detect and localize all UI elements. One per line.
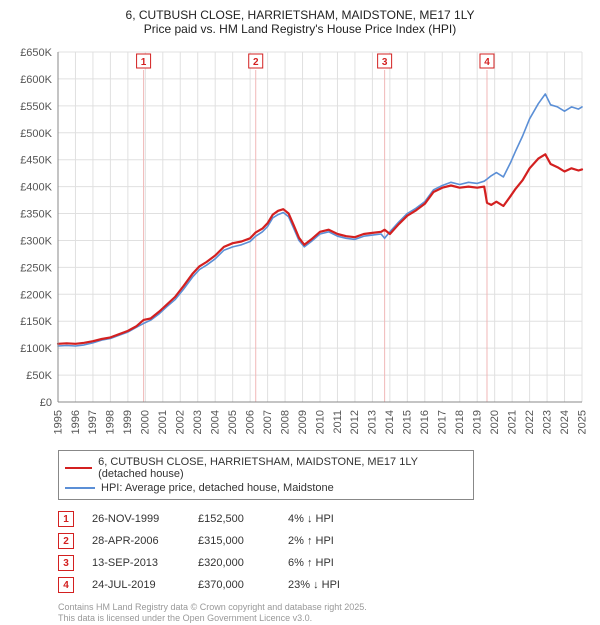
legend-label-hpi: HPI: Average price, detached house, Maid…	[101, 482, 334, 494]
sale-delta-2: 2% ↑ HPI	[288, 535, 378, 547]
legend-item-hpi: HPI: Average price, detached house, Maid…	[65, 481, 467, 495]
sale-marker-3: 3	[58, 555, 74, 571]
sale-date-3: 13-SEP-2013	[92, 557, 180, 569]
svg-text:1996: 1996	[70, 410, 82, 434]
sale-row-2: 2 28-APR-2006 £315,000 2% ↑ HPI	[58, 530, 590, 552]
footer-note: Contains HM Land Registry data © Crown c…	[58, 602, 590, 625]
svg-text:2016: 2016	[419, 410, 431, 434]
svg-text:2020: 2020	[489, 410, 501, 434]
svg-text:£400K: £400K	[20, 182, 52, 194]
svg-text:2015: 2015	[402, 410, 414, 434]
chart-title-address: 6, CUTBUSH CLOSE, HARRIETSHAM, MAIDSTONE…	[10, 8, 590, 22]
svg-text:£300K: £300K	[20, 235, 52, 247]
sale-row-3: 3 13-SEP-2013 £320,000 6% ↑ HPI	[58, 552, 590, 574]
sale-row-4: 4 24-JUL-2019 £370,000 23% ↓ HPI	[58, 574, 590, 596]
svg-text:£0: £0	[40, 397, 52, 409]
svg-text:£350K: £350K	[20, 209, 52, 221]
sale-marker-4: 4	[58, 577, 74, 593]
svg-text:2014: 2014	[384, 410, 396, 434]
svg-text:£600K: £600K	[20, 74, 52, 86]
sale-row-1: 1 26-NOV-1999 £152,500 4% ↓ HPI	[58, 508, 590, 530]
svg-text:2007: 2007	[262, 410, 274, 434]
svg-text:2013: 2013	[367, 410, 379, 434]
svg-text:3: 3	[382, 57, 388, 68]
svg-text:£150K: £150K	[20, 316, 52, 328]
svg-text:2025: 2025	[576, 410, 588, 434]
chart-plot-area: £0 £50K £100K £150K £200K £250K £300K £350K £400…	[10, 42, 590, 442]
footer-line1: Contains HM Land Registry data © Crown c…	[58, 602, 590, 613]
sale-delta-3: 6% ↑ HPI	[288, 557, 378, 569]
svg-text:£100K: £100K	[20, 343, 52, 355]
svg-text:2008: 2008	[279, 410, 291, 434]
sale-price-4: £370,000	[198, 579, 270, 591]
svg-text:2011: 2011	[332, 410, 344, 434]
svg-text:2005: 2005	[227, 410, 239, 434]
legend-item-property: 6, CUTBUSH CLOSE, HARRIETSHAM, MAIDSTONE…	[65, 455, 467, 481]
svg-text:2019: 2019	[472, 410, 484, 434]
svg-text:2012: 2012	[349, 410, 361, 434]
svg-text:2004: 2004	[209, 410, 221, 434]
legend-swatch-property	[65, 467, 92, 469]
svg-text:2018: 2018	[454, 410, 466, 434]
svg-text:2000: 2000	[140, 410, 152, 434]
svg-text:2010: 2010	[314, 410, 326, 434]
svg-text:1995: 1995	[52, 410, 64, 434]
sale-delta-4: 23% ↓ HPI	[288, 579, 378, 591]
svg-text:2002: 2002	[175, 410, 187, 434]
svg-text:2003: 2003	[192, 410, 204, 434]
svg-text:2006: 2006	[244, 410, 256, 434]
sale-price-2: £315,000	[198, 535, 270, 547]
svg-text:1998: 1998	[105, 410, 117, 434]
svg-text:2024: 2024	[559, 410, 571, 434]
chart-svg: £0 £50K £100K £150K £200K £250K £300K £350K £400…	[10, 42, 590, 442]
sale-marker-2: 2	[58, 533, 74, 549]
svg-text:2: 2	[253, 57, 259, 68]
sale-date-1: 26-NOV-1999	[92, 513, 180, 525]
svg-text:2001: 2001	[157, 410, 169, 434]
svg-text:1999: 1999	[122, 410, 134, 434]
svg-text:£550K: £550K	[20, 101, 52, 113]
svg-text:2023: 2023	[541, 410, 553, 434]
svg-text:4: 4	[484, 57, 490, 68]
svg-text:£450K: £450K	[20, 155, 52, 167]
chart-title-block: 6, CUTBUSH CLOSE, HARRIETSHAM, MAIDSTONE…	[10, 8, 590, 36]
svg-text:2017: 2017	[437, 410, 449, 434]
sale-marker-1: 1	[58, 511, 74, 527]
legend-label-property: 6, CUTBUSH CLOSE, HARRIETSHAM, MAIDSTONE…	[98, 456, 467, 480]
svg-text:1997: 1997	[87, 410, 99, 434]
chart-title-subtitle: Price paid vs. HM Land Registry's House …	[10, 22, 590, 36]
legend-box: 6, CUTBUSH CLOSE, HARRIETSHAM, MAIDSTONE…	[58, 450, 474, 500]
svg-text:£500K: £500K	[20, 128, 52, 140]
chart-container: 6, CUTBUSH CLOSE, HARRIETSHAM, MAIDSTONE…	[0, 0, 600, 625]
footer-line2: This data is licensed under the Open Gov…	[58, 613, 590, 624]
svg-text:2021: 2021	[506, 410, 518, 434]
svg-text:2022: 2022	[524, 410, 536, 434]
sales-table: 1 26-NOV-1999 £152,500 4% ↓ HPI 2 28-APR…	[58, 508, 590, 596]
sale-date-2: 28-APR-2006	[92, 535, 180, 547]
sale-price-1: £152,500	[198, 513, 270, 525]
svg-text:£250K: £250K	[20, 262, 52, 274]
legend-swatch-hpi	[65, 487, 95, 489]
svg-text:1: 1	[141, 57, 147, 68]
svg-text:£200K: £200K	[20, 289, 52, 301]
svg-text:£50K: £50K	[26, 370, 52, 382]
sale-price-3: £320,000	[198, 557, 270, 569]
svg-text:£650K: £650K	[20, 47, 52, 59]
sale-date-4: 24-JUL-2019	[92, 579, 180, 591]
sale-delta-1: 4% ↓ HPI	[288, 513, 378, 525]
svg-text:2009: 2009	[297, 410, 309, 434]
